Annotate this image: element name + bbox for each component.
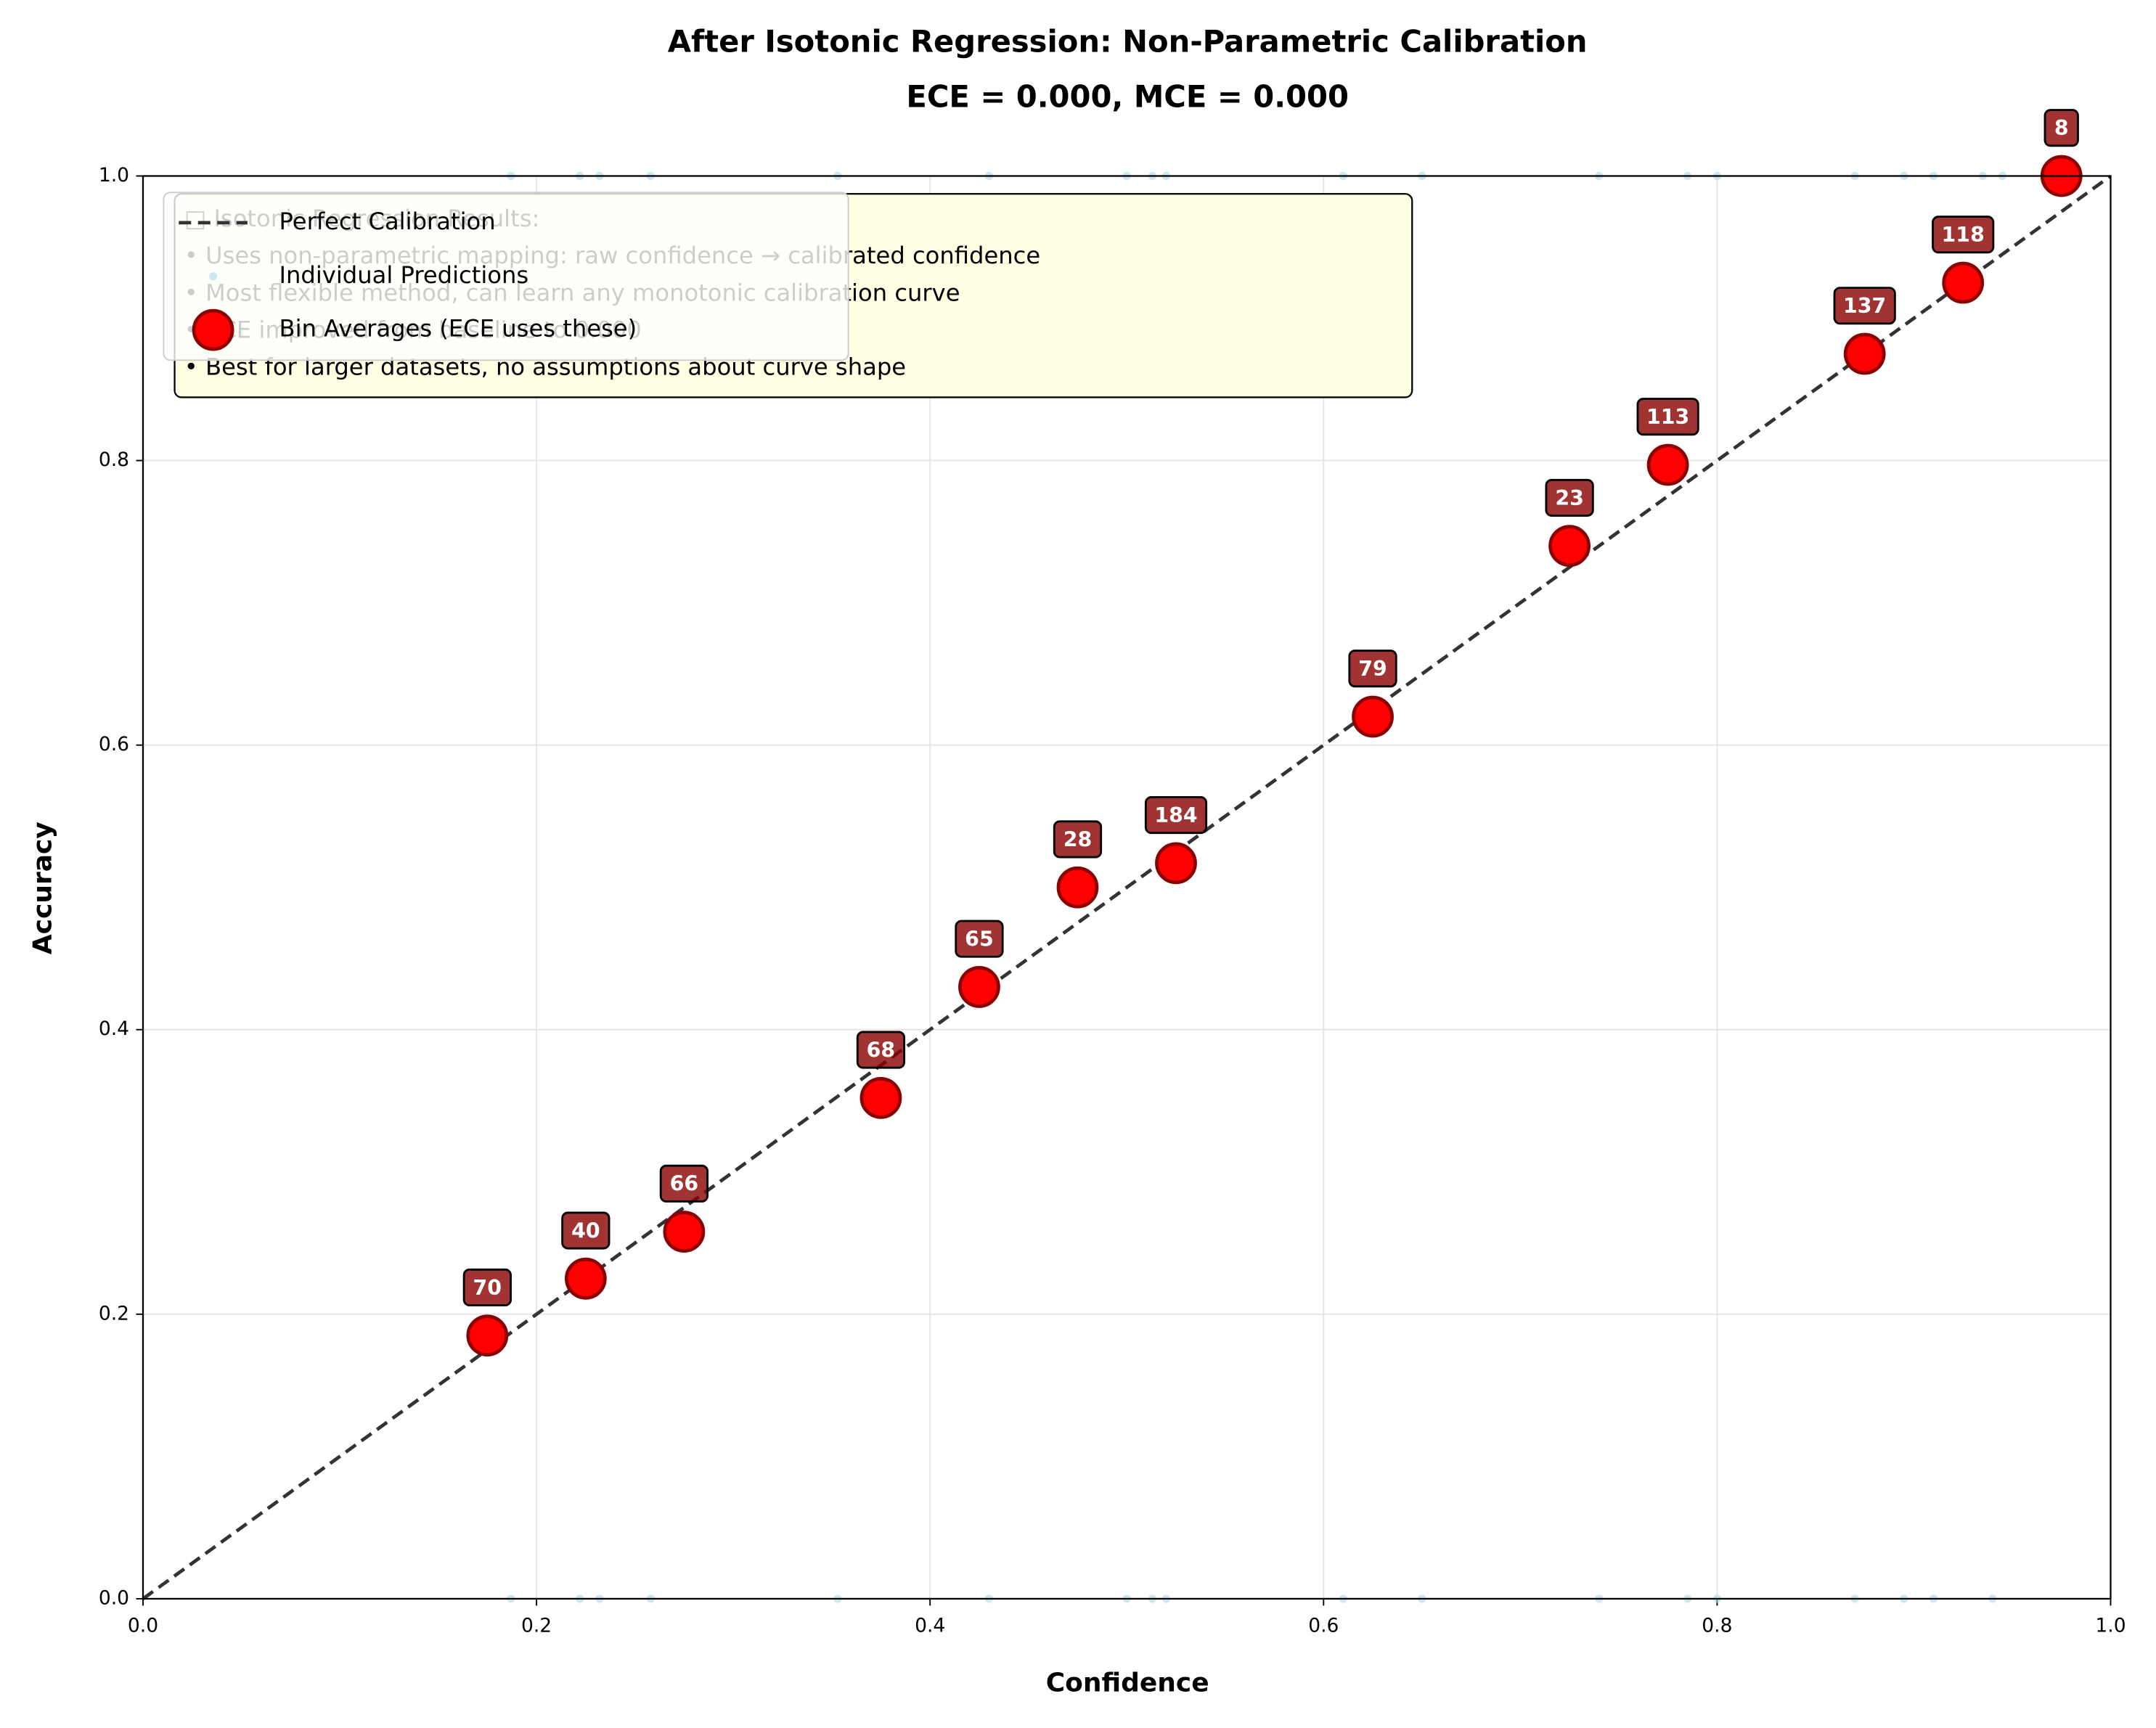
plot-frame — [142, 175, 2112, 1600]
count-label: 8 — [2054, 116, 2069, 140]
count-label-box — [1144, 796, 1208, 835]
count-label: 184 — [1154, 803, 1197, 827]
legend-label: Bin Averages (ECE uses these) — [279, 315, 637, 343]
count-label: 66 — [670, 1172, 699, 1196]
count-label-box — [561, 1211, 611, 1250]
count-label-box — [1053, 820, 1103, 859]
count-label-box — [1833, 287, 1896, 325]
x-tick-label: 1.0 — [2095, 1614, 2126, 1637]
count-label-box — [1545, 478, 1594, 517]
bin-average — [564, 1257, 607, 1300]
bin-average — [1843, 332, 1886, 375]
x-tick-label: 0.2 — [521, 1614, 552, 1637]
bin-average — [1155, 842, 1197, 885]
bin-average — [1352, 695, 1394, 738]
legend-box — [163, 192, 849, 361]
bin-average — [1548, 525, 1591, 568]
y-axis-label: Accuracy — [28, 822, 58, 954]
bin-average — [1942, 261, 1985, 304]
bin-average — [958, 966, 1000, 1008]
y-tick-label: 0.0 — [99, 1586, 129, 1609]
bin-average — [1056, 866, 1099, 909]
count-label: 118 — [1942, 223, 1985, 247]
bin-average — [859, 1076, 902, 1119]
count-label-box — [1932, 216, 1995, 254]
legend-swatch — [208, 272, 218, 281]
x-tick-label: 0.6 — [1308, 1614, 1339, 1637]
legend-label: Individual Predictions — [279, 261, 529, 289]
count-label-box — [856, 1031, 906, 1069]
legend-label: Perfect Calibration — [279, 208, 496, 235]
count-label: 28 — [1063, 827, 1093, 851]
legend-swatch — [192, 308, 234, 351]
x-axis-label: Confidence — [1046, 1668, 1209, 1698]
count-label-box — [1348, 650, 1397, 688]
count-label: 79 — [1358, 657, 1387, 681]
bin-average — [1646, 443, 1689, 486]
chart-subtitle: ECE = 0.000, MCE = 0.000 — [906, 78, 1349, 114]
count-label: 137 — [1843, 294, 1886, 318]
y-tick-label: 0.2 — [99, 1302, 129, 1324]
count-label-box — [659, 1164, 709, 1203]
x-tick-label: 0.8 — [1702, 1614, 1732, 1637]
count-label: 40 — [571, 1219, 600, 1242]
y-tick-label: 0.4 — [99, 1017, 129, 1040]
bin-average — [466, 1314, 509, 1357]
count-label: 23 — [1555, 486, 1584, 510]
count-label: 68 — [867, 1038, 896, 1062]
bin-average — [663, 1211, 706, 1253]
count-label: 70 — [473, 1276, 502, 1300]
count-label: 65 — [965, 928, 994, 951]
x-tick-label: 0.0 — [128, 1614, 158, 1637]
y-tick-label: 1.0 — [99, 164, 129, 187]
count-label-box — [1636, 398, 1699, 436]
y-tick-label: 0.8 — [99, 449, 129, 471]
chart-title: After Isotonic Regression: Non-Parametri… — [668, 24, 1588, 60]
count-label-box — [955, 920, 1004, 958]
count-label-box — [2043, 109, 2079, 147]
perfect-calibration-line — [142, 174, 2112, 1600]
x-tick-label: 0.4 — [915, 1614, 945, 1637]
count-label-box — [462, 1268, 512, 1306]
y-tick-label: 0.6 — [99, 733, 129, 756]
count-label: 113 — [1646, 405, 1689, 429]
